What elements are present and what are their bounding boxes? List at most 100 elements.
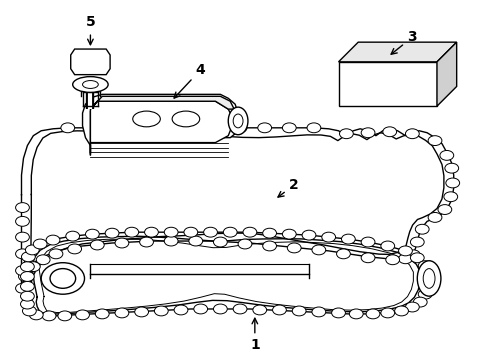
Ellipse shape (85, 229, 99, 239)
Ellipse shape (366, 309, 379, 319)
Polygon shape (338, 62, 436, 106)
Ellipse shape (421, 270, 435, 279)
Ellipse shape (292, 306, 305, 316)
Ellipse shape (164, 236, 178, 246)
Ellipse shape (132, 111, 160, 127)
Ellipse shape (16, 283, 29, 293)
Ellipse shape (409, 237, 423, 247)
Ellipse shape (380, 241, 394, 251)
Polygon shape (436, 42, 456, 106)
Ellipse shape (416, 261, 440, 296)
Ellipse shape (183, 227, 197, 237)
Ellipse shape (82, 81, 98, 89)
Ellipse shape (213, 237, 227, 247)
Ellipse shape (144, 227, 158, 237)
Ellipse shape (445, 178, 459, 188)
Ellipse shape (398, 254, 411, 264)
Ellipse shape (443, 192, 457, 202)
Ellipse shape (20, 271, 34, 282)
Ellipse shape (16, 203, 29, 212)
Ellipse shape (90, 240, 104, 250)
Ellipse shape (135, 307, 148, 317)
Ellipse shape (16, 266, 29, 275)
Ellipse shape (422, 269, 434, 288)
Ellipse shape (50, 269, 76, 288)
Polygon shape (71, 49, 110, 75)
Ellipse shape (262, 241, 276, 251)
Ellipse shape (394, 306, 407, 316)
Ellipse shape (16, 232, 29, 242)
Ellipse shape (252, 305, 266, 315)
Ellipse shape (380, 308, 394, 318)
Ellipse shape (20, 291, 34, 301)
Ellipse shape (213, 304, 227, 314)
Text: 2: 2 (277, 178, 299, 197)
Ellipse shape (16, 249, 29, 259)
Ellipse shape (174, 305, 187, 315)
Ellipse shape (417, 261, 431, 271)
Ellipse shape (444, 163, 458, 173)
Ellipse shape (414, 224, 428, 234)
Ellipse shape (124, 227, 139, 237)
Ellipse shape (311, 245, 325, 255)
Ellipse shape (208, 123, 222, 133)
Ellipse shape (321, 232, 335, 242)
Ellipse shape (61, 123, 75, 133)
Ellipse shape (66, 231, 80, 241)
Ellipse shape (398, 246, 411, 256)
Ellipse shape (405, 302, 418, 312)
Ellipse shape (311, 307, 325, 317)
Ellipse shape (287, 243, 301, 253)
Ellipse shape (159, 123, 173, 133)
Ellipse shape (282, 229, 296, 239)
Ellipse shape (412, 297, 426, 307)
Ellipse shape (405, 129, 418, 139)
Ellipse shape (193, 304, 207, 314)
Ellipse shape (85, 123, 99, 133)
Ellipse shape (73, 77, 108, 93)
Ellipse shape (188, 236, 202, 246)
Ellipse shape (154, 306, 168, 316)
Text: 4: 4 (174, 63, 205, 98)
Ellipse shape (33, 239, 47, 249)
Ellipse shape (243, 227, 256, 237)
Ellipse shape (140, 237, 153, 247)
Ellipse shape (22, 306, 36, 316)
Ellipse shape (341, 234, 355, 244)
Ellipse shape (427, 212, 441, 222)
Ellipse shape (164, 227, 178, 237)
Ellipse shape (21, 252, 35, 262)
Ellipse shape (203, 227, 217, 237)
Ellipse shape (233, 123, 246, 133)
Ellipse shape (306, 123, 320, 133)
Ellipse shape (302, 230, 315, 240)
Ellipse shape (172, 111, 199, 127)
Ellipse shape (46, 235, 60, 245)
Ellipse shape (20, 282, 34, 291)
Ellipse shape (233, 304, 246, 314)
Ellipse shape (16, 216, 29, 226)
Ellipse shape (336, 249, 349, 259)
Text: 3: 3 (390, 30, 416, 54)
Ellipse shape (409, 253, 423, 263)
Ellipse shape (272, 305, 286, 315)
Ellipse shape (437, 204, 451, 215)
Ellipse shape (42, 311, 56, 321)
Ellipse shape (49, 249, 63, 259)
Ellipse shape (105, 228, 119, 238)
Ellipse shape (331, 308, 345, 318)
Ellipse shape (76, 310, 89, 320)
Ellipse shape (385, 255, 399, 265)
Ellipse shape (420, 280, 434, 290)
Ellipse shape (20, 299, 34, 309)
Ellipse shape (238, 239, 251, 249)
Ellipse shape (417, 289, 431, 299)
Ellipse shape (110, 123, 123, 133)
Polygon shape (82, 94, 238, 153)
Ellipse shape (262, 228, 276, 238)
Ellipse shape (223, 227, 237, 237)
Polygon shape (90, 96, 234, 109)
Ellipse shape (20, 262, 34, 271)
Ellipse shape (228, 107, 247, 135)
Ellipse shape (439, 150, 453, 160)
